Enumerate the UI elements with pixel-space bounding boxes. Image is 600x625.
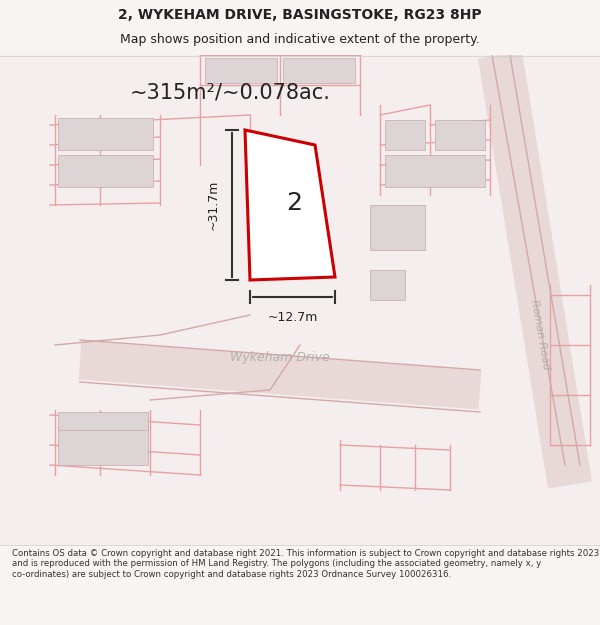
Bar: [58, 155, 153, 187]
Text: 2: 2: [286, 191, 302, 215]
Text: ~315m²/~0.078ac.: ~315m²/~0.078ac.: [130, 83, 331, 103]
Text: Wykeham Drive: Wykeham Drive: [230, 351, 330, 364]
Text: Contains OS data © Crown copyright and database right 2021. This information is : Contains OS data © Crown copyright and d…: [12, 549, 599, 579]
Text: 2, WYKEHAM DRIVE, BASINGSTOKE, RG23 8HP: 2, WYKEHAM DRIVE, BASINGSTOKE, RG23 8HP: [118, 8, 482, 22]
Bar: [58, 412, 148, 430]
Bar: [370, 270, 405, 300]
Text: ~31.7m: ~31.7m: [207, 180, 220, 230]
Text: ~12.7m: ~12.7m: [268, 311, 317, 324]
Bar: [283, 58, 355, 83]
Bar: [370, 205, 425, 250]
Text: Map shows position and indicative extent of the property.: Map shows position and indicative extent…: [120, 33, 480, 46]
Bar: [385, 155, 485, 187]
Polygon shape: [245, 130, 335, 280]
Text: Roman Road: Roman Road: [529, 299, 551, 371]
Bar: [435, 120, 485, 150]
Bar: [205, 58, 277, 83]
Bar: [58, 425, 148, 465]
Bar: [58, 118, 153, 150]
Bar: [385, 120, 425, 150]
